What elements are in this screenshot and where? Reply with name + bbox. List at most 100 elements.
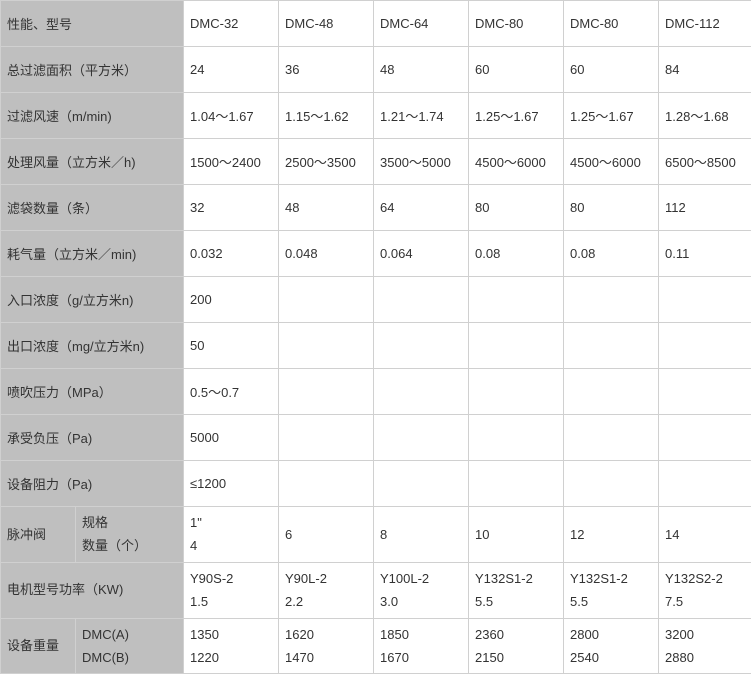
cell: 80 [564,185,659,231]
cell: 8 [374,507,469,563]
cell: 5000 [184,415,279,461]
cell [279,461,374,507]
cell: 1.15～1.62 [279,93,374,139]
cell [659,277,751,323]
cell [469,277,564,323]
table-row: 入口浓度（g/立方米n) 200 [1,277,751,323]
cell: Y132S1-25.5 [469,562,564,618]
row-label: 入口浓度（g/立方米n) [1,277,184,323]
cell [374,323,469,369]
cell: 12 [564,507,659,563]
table-row: 设备阻力（Pa) ≤1200 [1,461,751,507]
cell [374,415,469,461]
cell: 60 [469,47,564,93]
cell: Y90L-22.2 [279,562,374,618]
cell: 1500～2400 [184,139,279,185]
table-row: 设备重量 DMC(A) DMC(B) 13501220 16201470 185… [1,618,751,674]
cell: 32 [184,185,279,231]
row-label: 总过滤面积（平方米） [1,47,184,93]
cell: Y100L-23.0 [374,562,469,618]
cell: 3500～5000 [374,139,469,185]
col-header: DMC-64 [374,1,469,47]
table-row: 喷吹压力（MPa） 0.5～0.7 [1,369,751,415]
col-header: DMC-80 [469,1,564,47]
cell: 2500～3500 [279,139,374,185]
cell: 60 [564,47,659,93]
cell [564,461,659,507]
cell: 0.08 [469,231,564,277]
cell: ≤1200 [184,461,279,507]
cell [469,323,564,369]
cell: 16201470 [279,618,374,674]
cell [659,369,751,415]
cell [564,277,659,323]
cell: 50 [184,323,279,369]
row-label: 滤袋数量（条） [1,185,184,231]
cell: 64 [374,185,469,231]
row-sublabels: DMC(A) DMC(B) [76,618,184,674]
row-sublabels: 规格 数量（个） [76,507,184,563]
cell [469,369,564,415]
cell [564,369,659,415]
cell: 1.21～1.74 [374,93,469,139]
cell: 80 [469,185,564,231]
cell [279,323,374,369]
cell: 48 [279,185,374,231]
cell: Y132S1-25.5 [564,562,659,618]
sublabel-qty: 数量（个） [82,534,177,557]
cell: 0.032 [184,231,279,277]
cell: 0.5～0.7 [184,369,279,415]
cell: 6500～8500 [659,139,751,185]
cell [279,277,374,323]
cell: 4500～6000 [469,139,564,185]
row-label: 处理风量（立方米／h) [1,139,184,185]
row-label: 设备重量 [1,618,76,674]
col-header: DMC-80 [564,1,659,47]
table-row: 处理风量（立方米／h) 1500～2400 2500～3500 3500～500… [1,139,751,185]
cell: 36 [279,47,374,93]
table-row: 性能、型号 DMC-32 DMC-48 DMC-64 DMC-80 DMC-80… [1,1,751,47]
cell: 200 [184,277,279,323]
spec-table: 性能、型号 DMC-32 DMC-48 DMC-64 DMC-80 DMC-80… [0,0,751,674]
cell: 10 [469,507,564,563]
cell [279,415,374,461]
table-row: 滤袋数量（条） 32 48 64 80 80 112 [1,185,751,231]
col-header: DMC-112 [659,1,751,47]
cell: 112 [659,185,751,231]
cell: 0.048 [279,231,374,277]
row-label: 出口浓度（mg/立方米n) [1,323,184,369]
cell [659,323,751,369]
sublabel-a: DMC(A) [82,623,177,646]
cell [564,323,659,369]
table-row: 出口浓度（mg/立方米n) 50 [1,323,751,369]
cell: 23602150 [469,618,564,674]
table-row: 电机型号功率（KW) Y90S-21.5 Y90L-22.2 Y100L-23.… [1,562,751,618]
sublabel-spec: 规格 [82,511,177,534]
row-label: 设备阻力（Pa) [1,461,184,507]
cell: 1.28～1.68 [659,93,751,139]
row-label: 承受负压（Pa) [1,415,184,461]
cell: 13501220 [184,618,279,674]
cell: 1.25～1.67 [469,93,564,139]
col-header: DMC-32 [184,1,279,47]
table-row: 过滤风速（m/min) 1.04～1.67 1.15～1.62 1.21～1.7… [1,93,751,139]
table-row: 脉冲阀 规格 数量（个） 1"4 6 8 10 12 14 [1,507,751,563]
table-row: 承受负压（Pa) 5000 [1,415,751,461]
cell: 32002880 [659,618,751,674]
cell: 0.11 [659,231,751,277]
table-row: 耗气量（立方米／min) 0.032 0.048 0.064 0.08 0.08… [1,231,751,277]
row-label: 性能、型号 [1,1,184,47]
cell: 28002540 [564,618,659,674]
cell: 0.08 [564,231,659,277]
cell [374,461,469,507]
row-label: 电机型号功率（KW) [1,562,184,618]
cell: 18501670 [374,618,469,674]
cell [659,461,751,507]
row-label: 耗气量（立方米／min) [1,231,184,277]
cell: 14 [659,507,751,563]
cell: 24 [184,47,279,93]
cell: Y90S-21.5 [184,562,279,618]
cell [659,415,751,461]
cell: 6 [279,507,374,563]
cell: 1.04～1.67 [184,93,279,139]
